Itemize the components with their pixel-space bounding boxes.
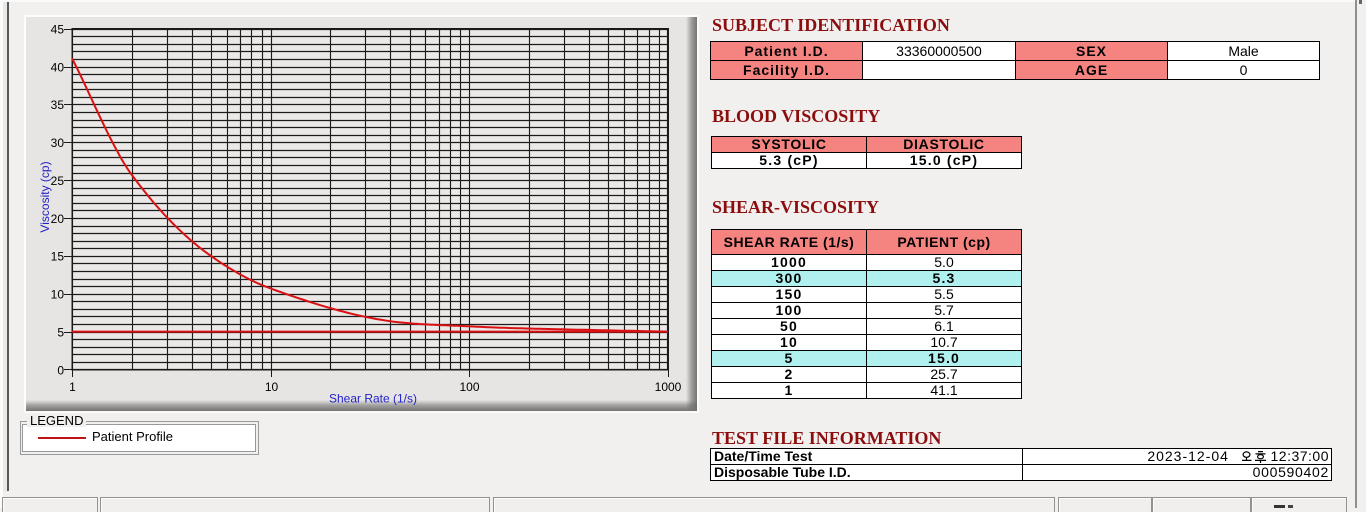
svg-text:Shear Rate (1/s): Shear Rate (1/s) <box>329 392 417 406</box>
svg-text:0: 0 <box>57 363 64 377</box>
svg-text:40: 40 <box>51 60 65 74</box>
svg-text:100: 100 <box>459 380 479 394</box>
svg-text:10: 10 <box>265 380 279 394</box>
svg-text:Viscosity (cp): Viscosity (cp) <box>38 161 52 232</box>
svg-text:30: 30 <box>51 136 65 150</box>
svg-text:5: 5 <box>57 325 64 339</box>
svg-text:35: 35 <box>51 98 65 112</box>
svg-text:25: 25 <box>51 174 65 188</box>
svg-text:45: 45 <box>51 23 65 37</box>
svg-text:1000: 1000 <box>655 380 682 394</box>
svg-text:10: 10 <box>51 288 65 302</box>
svg-text:1: 1 <box>69 380 76 394</box>
svg-text:15: 15 <box>51 250 65 264</box>
svg-text:20: 20 <box>51 212 65 226</box>
